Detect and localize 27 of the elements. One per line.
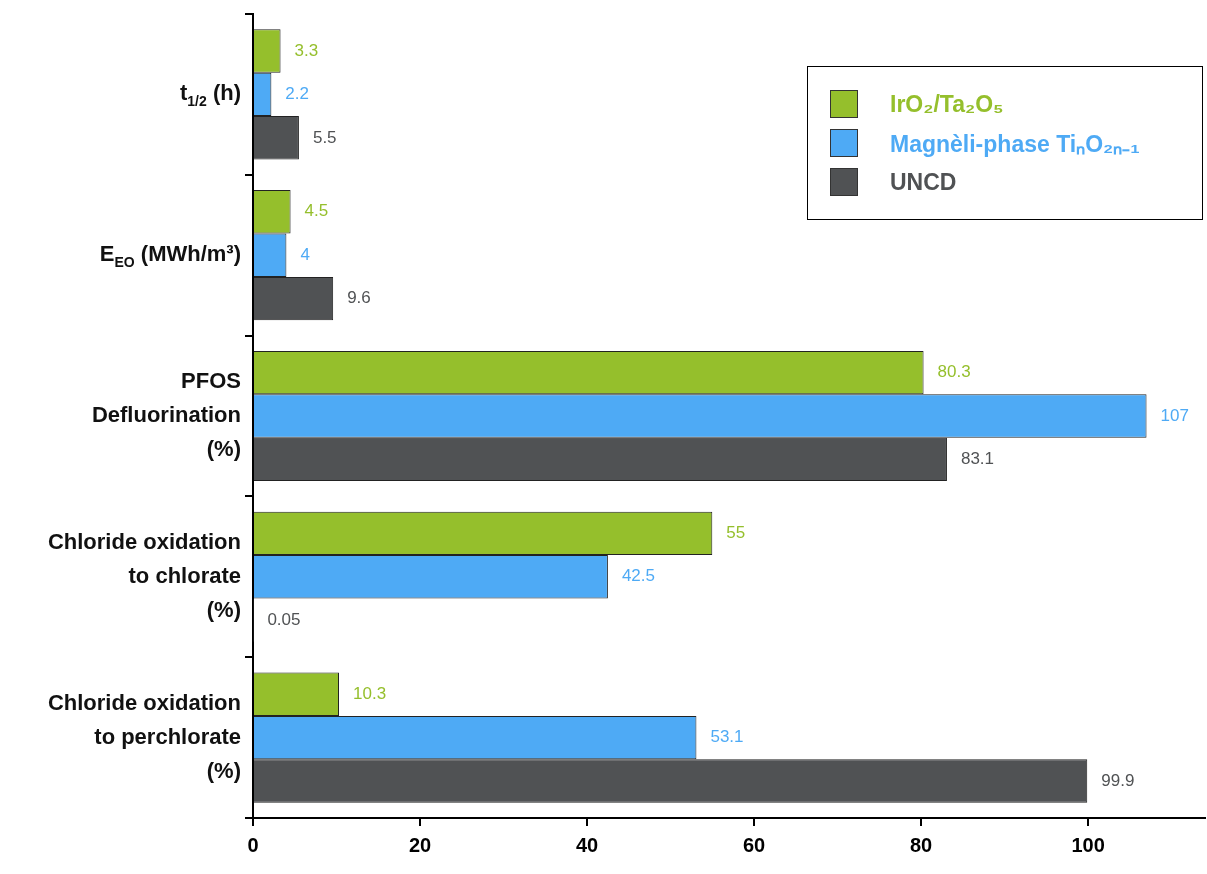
data-label: 2.2 [285,84,310,104]
data-label: 4 [300,244,310,264]
data-label: 10.3 [353,683,387,703]
y-tick-label: Chloride oxidation to perchlorate (%) [47,689,242,783]
x-tick-label: 0 [247,833,259,856]
x-tick-label: 80 [909,833,933,856]
data-label: 83.1 [960,449,995,469]
data-label: 3.3 [294,40,319,60]
legend-label: UNCD [890,168,957,196]
x-tick-label: 20 [408,833,432,856]
x-tick-label: 40 [575,833,599,856]
data-label: 80.3 [937,362,971,382]
y-tick-label: PFOS Defluorination (%) [91,368,242,462]
data-label: 5.5 [312,127,337,147]
data-label: 99.9 [1101,770,1135,790]
legend-label: IrO₂/Ta₂O₅ [890,90,1004,118]
x-tick-label: 100 [1071,833,1105,856]
data-label: 53.1 [710,727,744,747]
legend-label: Magnèli-phase TiₙO₂ₙ₋₁ [890,130,1140,159]
y-tick-label: Chloride oxidation to chlorate (%) [47,528,242,622]
data-label: 55 [726,523,746,543]
data-label: 42.5 [621,566,656,586]
data-label: 0.05 [267,609,301,629]
x-tick-label: 60 [742,833,766,856]
data-label: 4.5 [304,201,329,221]
data-label: 107 [1160,405,1189,425]
data-label: 9.6 [347,288,371,308]
